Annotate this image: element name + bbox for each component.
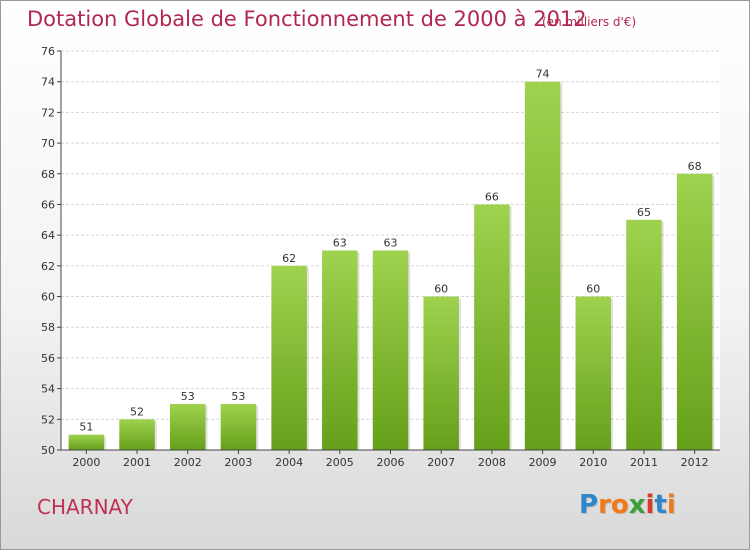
- y-tick-label: 66: [41, 198, 55, 211]
- y-tick-label: 60: [41, 291, 55, 304]
- y-axis-ticks: 50 52 54 56 58 60 62 64 66 68 70 72 74 76: [41, 45, 61, 457]
- data-label: 60: [586, 283, 600, 296]
- data-label: 62: [282, 252, 296, 265]
- bar: [474, 204, 510, 450]
- y-tick-label: 70: [41, 137, 55, 150]
- bar: [626, 219, 662, 450]
- y-tick-label: 50: [41, 444, 55, 457]
- y-tick-label: 52: [41, 413, 55, 426]
- proxiti-logo: Proxiti: [579, 490, 676, 520]
- data-label: 63: [333, 237, 347, 250]
- x-tick-label: 2012: [681, 456, 709, 469]
- bar: [524, 81, 561, 450]
- x-tick-label: 2008: [478, 456, 506, 469]
- y-tick-label: 58: [41, 321, 55, 334]
- y-tick-label: 54: [41, 383, 55, 396]
- x-tick-label: 2009: [529, 456, 557, 469]
- commune-name: CHARNAY: [37, 495, 133, 519]
- logo-letter: o: [610, 490, 629, 520]
- x-tick-label: 2004: [275, 456, 303, 469]
- logo-letter: i: [666, 490, 676, 520]
- logo-letter: t: [654, 490, 667, 520]
- bars: [68, 81, 715, 450]
- logo-letter: x: [628, 490, 646, 520]
- y-tick-label: 72: [41, 106, 55, 119]
- x-tick-label: 2000: [72, 456, 100, 469]
- logo-letter: i: [645, 490, 655, 520]
- y-tick-label: 74: [41, 76, 55, 89]
- bar: [119, 419, 155, 450]
- chart-title: Dotation Globale de Fonctionnement de 20…: [27, 7, 587, 31]
- y-tick-label: 64: [41, 229, 55, 242]
- y-tick-label: 68: [41, 168, 55, 181]
- x-tick-label: 2007: [427, 456, 455, 469]
- x-tick-label: 2005: [326, 456, 354, 469]
- bar: [575, 296, 612, 450]
- data-label: 60: [434, 283, 448, 296]
- data-label: 53: [231, 390, 245, 403]
- bar: [68, 434, 105, 450]
- y-tick-label: 62: [41, 260, 55, 273]
- data-label: 74: [536, 68, 550, 81]
- bar: [169, 403, 206, 450]
- data-label: 53: [181, 390, 195, 403]
- bar: [271, 265, 307, 450]
- x-axis-ticks: 2000 2001 2002 2003 2004 2005 2006 2007 2008 2009…: [72, 450, 709, 469]
- data-label: 65: [637, 206, 651, 219]
- y-tick-label: 76: [41, 45, 55, 58]
- data-label: 66: [485, 190, 499, 203]
- x-tick-label: 2006: [377, 456, 405, 469]
- x-tick-label: 2010: [579, 456, 607, 469]
- bar: [423, 296, 459, 450]
- chart-subtitle: (en milliers d'€): [542, 15, 637, 29]
- y-tick-label: 56: [41, 352, 55, 365]
- x-tick-label: 2001: [123, 456, 151, 469]
- x-tick-label: 2002: [174, 456, 202, 469]
- value-labels: 51 52 53 53 62 63 63 60 66 74 60 65 68: [79, 68, 701, 434]
- x-tick-label: 2011: [630, 456, 658, 469]
- bar: [220, 403, 257, 450]
- bar: [322, 250, 358, 450]
- data-label: 63: [384, 237, 398, 250]
- logo-letter: r: [598, 490, 611, 520]
- x-tick-label: 2003: [224, 456, 252, 469]
- bar: [676, 173, 713, 450]
- data-label: 52: [130, 405, 144, 418]
- logo-letter: P: [579, 490, 599, 520]
- data-label: 51: [79, 421, 93, 434]
- data-label: 68: [688, 160, 702, 173]
- bar: [372, 250, 409, 450]
